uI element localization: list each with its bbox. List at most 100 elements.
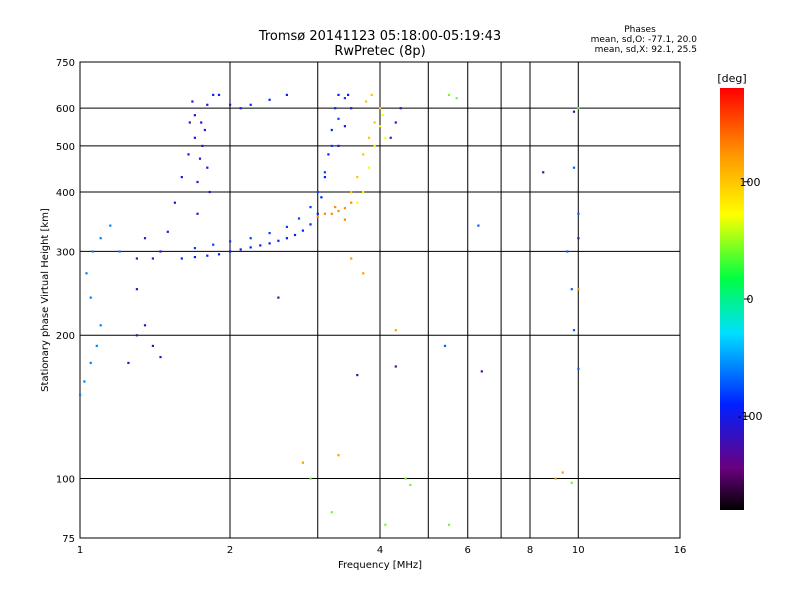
- data-point: [89, 296, 92, 299]
- data-point: [367, 166, 371, 169]
- x-tick-label: 1: [77, 545, 83, 556]
- data-point: [193, 114, 196, 117]
- data-point: [301, 461, 304, 464]
- data-point: [561, 471, 564, 474]
- stats-line-o: mean, sd,O: -77.1, 20.0: [591, 35, 698, 45]
- data-point: [455, 97, 458, 100]
- data-point: [135, 257, 138, 260]
- data-point: [347, 93, 350, 96]
- data-point: [554, 477, 557, 480]
- data-point: [316, 215, 319, 218]
- data-point: [350, 107, 353, 110]
- y-tick-label: 100: [56, 475, 75, 486]
- data-point: [91, 250, 94, 253]
- x-axis-label: Frequency [MHz]: [338, 560, 422, 571]
- data-point: [309, 223, 312, 226]
- data-point: [447, 93, 451, 96]
- data-point: [309, 206, 312, 209]
- data-point: [187, 153, 190, 156]
- data-point: [394, 329, 397, 332]
- data-point: [193, 256, 196, 259]
- colorbar-ticks: 100 0 -100: [738, 176, 763, 423]
- data-point: [180, 257, 183, 260]
- data-point: [196, 180, 199, 184]
- data-point: [570, 288, 573, 291]
- data-point: [356, 176, 359, 179]
- data-point: [330, 144, 333, 147]
- data-point: [330, 212, 333, 215]
- data-point: [379, 125, 382, 128]
- data-point: [239, 107, 242, 110]
- x-tick-label: 2: [227, 545, 233, 556]
- y-tick-label: 200: [56, 331, 75, 342]
- data-point: [196, 212, 199, 215]
- data-point: [268, 232, 271, 235]
- data-point: [212, 93, 215, 96]
- data-point: [212, 243, 215, 246]
- data-point: [143, 324, 147, 327]
- data-point: [79, 393, 82, 396]
- data-point: [206, 254, 209, 257]
- data-point: [268, 242, 271, 245]
- data-point: [365, 100, 368, 103]
- data-point: [89, 361, 92, 364]
- data-point: [180, 176, 183, 179]
- y-tick-label: 600: [56, 104, 75, 115]
- colorbar-tick-label: -100: [738, 410, 763, 423]
- data-point: [229, 103, 232, 106]
- data-point: [249, 246, 252, 249]
- data-point: [343, 218, 346, 221]
- data-point: [566, 250, 569, 253]
- data-point: [343, 125, 346, 128]
- data-point: [323, 176, 326, 179]
- data-point: [350, 201, 353, 204]
- grid-lines: [79, 61, 681, 539]
- data-point: [159, 250, 162, 253]
- data-point: [480, 370, 483, 373]
- stats-line-x: mean, sd,X: 92.1, 25.5: [595, 45, 697, 55]
- data-point: [188, 121, 191, 124]
- data-point: [337, 144, 340, 147]
- data-point: [337, 93, 340, 96]
- data-point: [191, 100, 194, 103]
- data-point: [337, 117, 340, 120]
- data-point: [330, 128, 333, 132]
- data-point: [118, 250, 121, 253]
- data-point: [83, 380, 86, 383]
- data-point: [334, 107, 337, 110]
- data-point: [379, 107, 382, 110]
- data-point: [193, 247, 196, 250]
- colorbar-tick-label: 100: [740, 176, 761, 189]
- data-point: [323, 171, 326, 174]
- data-point: [85, 272, 88, 275]
- data-point: [356, 374, 359, 377]
- x-tick-label: 8: [527, 545, 533, 556]
- data-point: [229, 250, 232, 253]
- data-point: [201, 144, 204, 147]
- data-point: [208, 190, 211, 194]
- data-points: [79, 93, 580, 526]
- data-point: [99, 237, 102, 240]
- data-point: [285, 93, 288, 96]
- data-point: [384, 523, 387, 526]
- data-point: [404, 477, 407, 480]
- data-point: [389, 136, 392, 139]
- x-tick-label: 10: [572, 545, 585, 556]
- data-point: [381, 114, 384, 117]
- data-point: [143, 237, 147, 240]
- data-point: [277, 239, 280, 242]
- data-point: [477, 224, 480, 227]
- y-tick-label: 750: [56, 58, 75, 69]
- x-tick-label: 16: [674, 545, 687, 556]
- colorbar-tick-label: 0: [747, 293, 754, 306]
- data-point: [301, 229, 304, 232]
- data-point: [99, 324, 102, 327]
- data-point: [327, 153, 330, 156]
- data-point: [198, 157, 202, 160]
- colorbar-label: [deg]: [717, 72, 746, 85]
- y-tick-label: 300: [56, 247, 75, 258]
- y-tick-label: 75: [62, 534, 75, 545]
- data-point: [577, 288, 580, 291]
- data-point: [285, 225, 288, 228]
- data-point: [384, 136, 387, 139]
